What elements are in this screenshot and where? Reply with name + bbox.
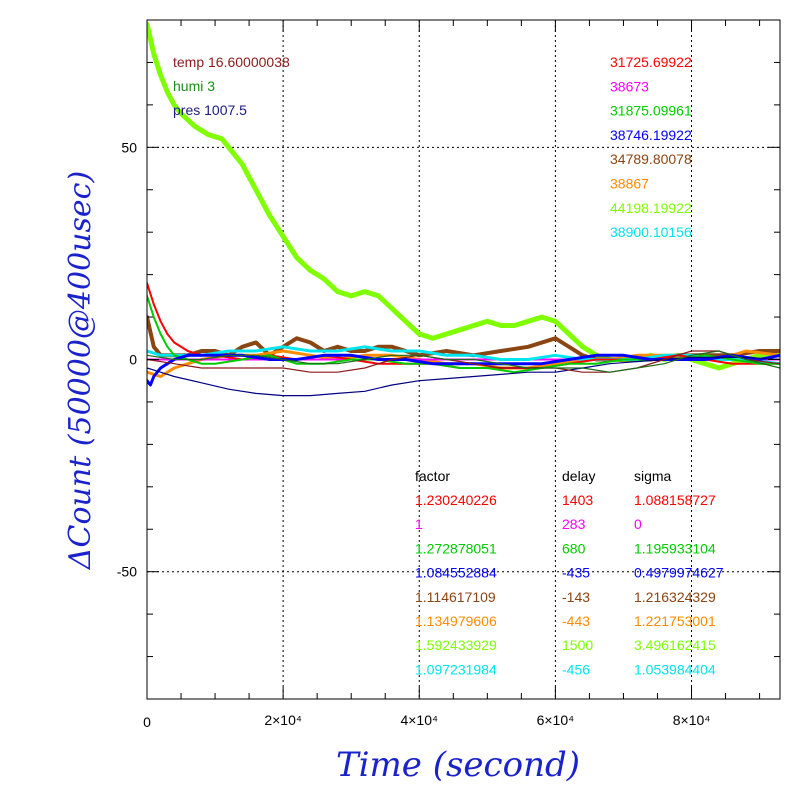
x-tick-label: 4×10⁴ [400, 712, 438, 728]
table-factor: 1.230240226 [415, 492, 497, 508]
series-line-10 [147, 350, 780, 373]
fit-table: factor delay sigma 1.230240226 1403 1.0881587… [415, 468, 724, 677]
y-tick-label: 50 [121, 139, 137, 155]
table-delay: -443 [562, 613, 590, 629]
table-factor: 1.272878051 [415, 540, 497, 556]
table-sigma: 1.195933104 [634, 540, 716, 556]
mean-value: 44198.19922 [610, 200, 692, 216]
table-sigma: 1.053984404 [634, 661, 716, 677]
series-line-1 [147, 21, 780, 371]
table-delay: -456 [562, 661, 590, 677]
table-factor: 1.592433929 [415, 637, 497, 653]
mean-value: 38746.19922 [610, 127, 692, 143]
table-factor: 1.114617109 [415, 589, 496, 605]
table-sigma: 0.4979974627 [634, 565, 724, 581]
table-factor: 1.084552884 [415, 565, 497, 581]
mean-value: 38867 [610, 176, 649, 192]
means-annotation: 31725.69922 38673 31875.09961 38746.19922 34… [610, 54, 692, 240]
y-tick-label: -50 [117, 564, 137, 580]
mean-value: 31875.09961 [610, 103, 692, 119]
table-sigma: 0 [634, 516, 642, 532]
series-line-5 [147, 345, 780, 366]
weather-line: pres 1007.5 [173, 102, 247, 118]
table-delay: -143 [562, 589, 590, 605]
table-factor: 1.097231984 [415, 661, 497, 677]
series-line-11 [147, 350, 780, 373]
table-header: sigma [634, 468, 672, 484]
table-header: factor [415, 468, 450, 484]
x-tick-label: 6×10⁴ [537, 712, 575, 728]
axis-ticks [147, 20, 780, 699]
mean-value: 38673 [610, 78, 649, 94]
x-tick-label: 2×10⁴ [264, 712, 302, 728]
x-tick-label: 8×10⁴ [673, 712, 711, 728]
table-sigma: 1.221753001 [634, 613, 716, 629]
table-delay: 680 [562, 540, 586, 556]
table-sigma: 1.088158727 [634, 492, 716, 508]
table-factor: 1 [415, 516, 423, 532]
y-axis-title: ΔCount (50000@400usec) [63, 171, 98, 570]
table-delay: 283 [562, 516, 586, 532]
table-factor: 1.134979606 [415, 613, 497, 629]
y-tick-label: 0 [129, 352, 137, 368]
mean-value: 38900.10156 [610, 224, 692, 240]
table-sigma: 3.496162415 [634, 637, 716, 653]
table-sigma: 1.216324329 [634, 589, 716, 605]
table-header: delay [562, 468, 595, 484]
table-delay: -435 [562, 565, 590, 581]
weather-annotation: temp 16.60000038 humi 3 pres 1007.5 [173, 54, 290, 118]
x-tick-label: 0 [143, 714, 151, 730]
series-lines [147, 21, 780, 397]
tick-labels: 0 2×10⁴ 4×10⁴ 6×10⁴ 8×10⁴ 50 0 -50 [117, 139, 711, 730]
mean-value: 34789.80078 [610, 151, 692, 167]
weather-line: temp 16.60000038 [173, 54, 290, 70]
table-delay: 1403 [562, 492, 593, 508]
mean-value: 31725.69922 [610, 54, 692, 70]
table-delay: 1500 [562, 637, 593, 653]
weather-line: humi 3 [173, 78, 215, 94]
x-axis-title: Time (second) [336, 745, 580, 785]
